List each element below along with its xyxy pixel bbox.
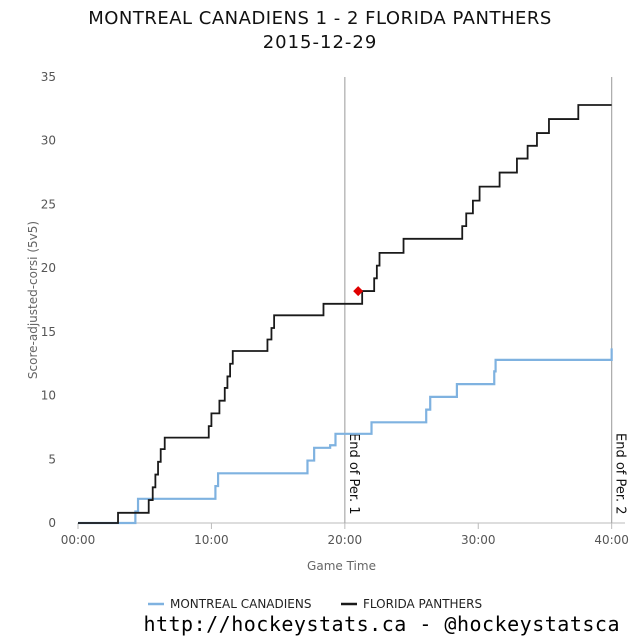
series-line-florida-panthers bbox=[78, 104, 612, 524]
legend-label: FLORIDA PANTHERS bbox=[363, 597, 482, 611]
goal-marker bbox=[353, 286, 364, 297]
axis-labels: 0 5 10 15 20 25 30 35 00:00 10:00 20:00 30:00 40:00 G… bbox=[26, 70, 629, 573]
x-tick-label: 40:00 bbox=[594, 533, 629, 547]
period-lines: End of Per. 1 End of Per. 2 bbox=[344, 77, 628, 523]
x-axis-title: Game Time bbox=[307, 559, 376, 573]
y-tick-label: 35 bbox=[41, 70, 56, 84]
period-end-label: End of Per. 2 bbox=[613, 433, 628, 515]
x-tick-label: 10:00 bbox=[194, 533, 229, 547]
x-tick-label: 20:00 bbox=[328, 533, 363, 547]
legend: MONTREAL CANADIENS FLORIDA PANTHERS bbox=[148, 597, 482, 611]
chart-series bbox=[78, 104, 613, 525]
footer-credit: http://hockeystats.ca - @hockeystatsca bbox=[143, 612, 620, 636]
y-axis-title: Score-adjusted-corsi (5v5) bbox=[26, 221, 40, 379]
y-tick-label: 30 bbox=[41, 134, 56, 148]
y-tick-label: 15 bbox=[41, 325, 56, 339]
y-tick-label: 5 bbox=[48, 452, 56, 466]
chart-title: MONTREAL CANADIENS 1 - 2 FLORIDA PANTHER… bbox=[88, 8, 552, 29]
y-tick-label: 25 bbox=[41, 197, 56, 211]
chart-subtitle: 2015-12-29 bbox=[262, 32, 378, 53]
legend-label: MONTREAL CANADIENS bbox=[170, 597, 311, 611]
period-end-label: End of Per. 1 bbox=[346, 433, 361, 515]
y-tick-label: 10 bbox=[41, 389, 56, 403]
x-tick-label: 30:00 bbox=[461, 533, 496, 547]
series-line-montreal-canadiens bbox=[78, 348, 613, 525]
x-tick-label: 00:00 bbox=[61, 533, 96, 547]
chart-axes bbox=[77, 522, 625, 529]
y-tick-label: 0 bbox=[48, 516, 56, 530]
goal-markers bbox=[353, 286, 364, 297]
y-tick-label: 20 bbox=[41, 261, 56, 275]
